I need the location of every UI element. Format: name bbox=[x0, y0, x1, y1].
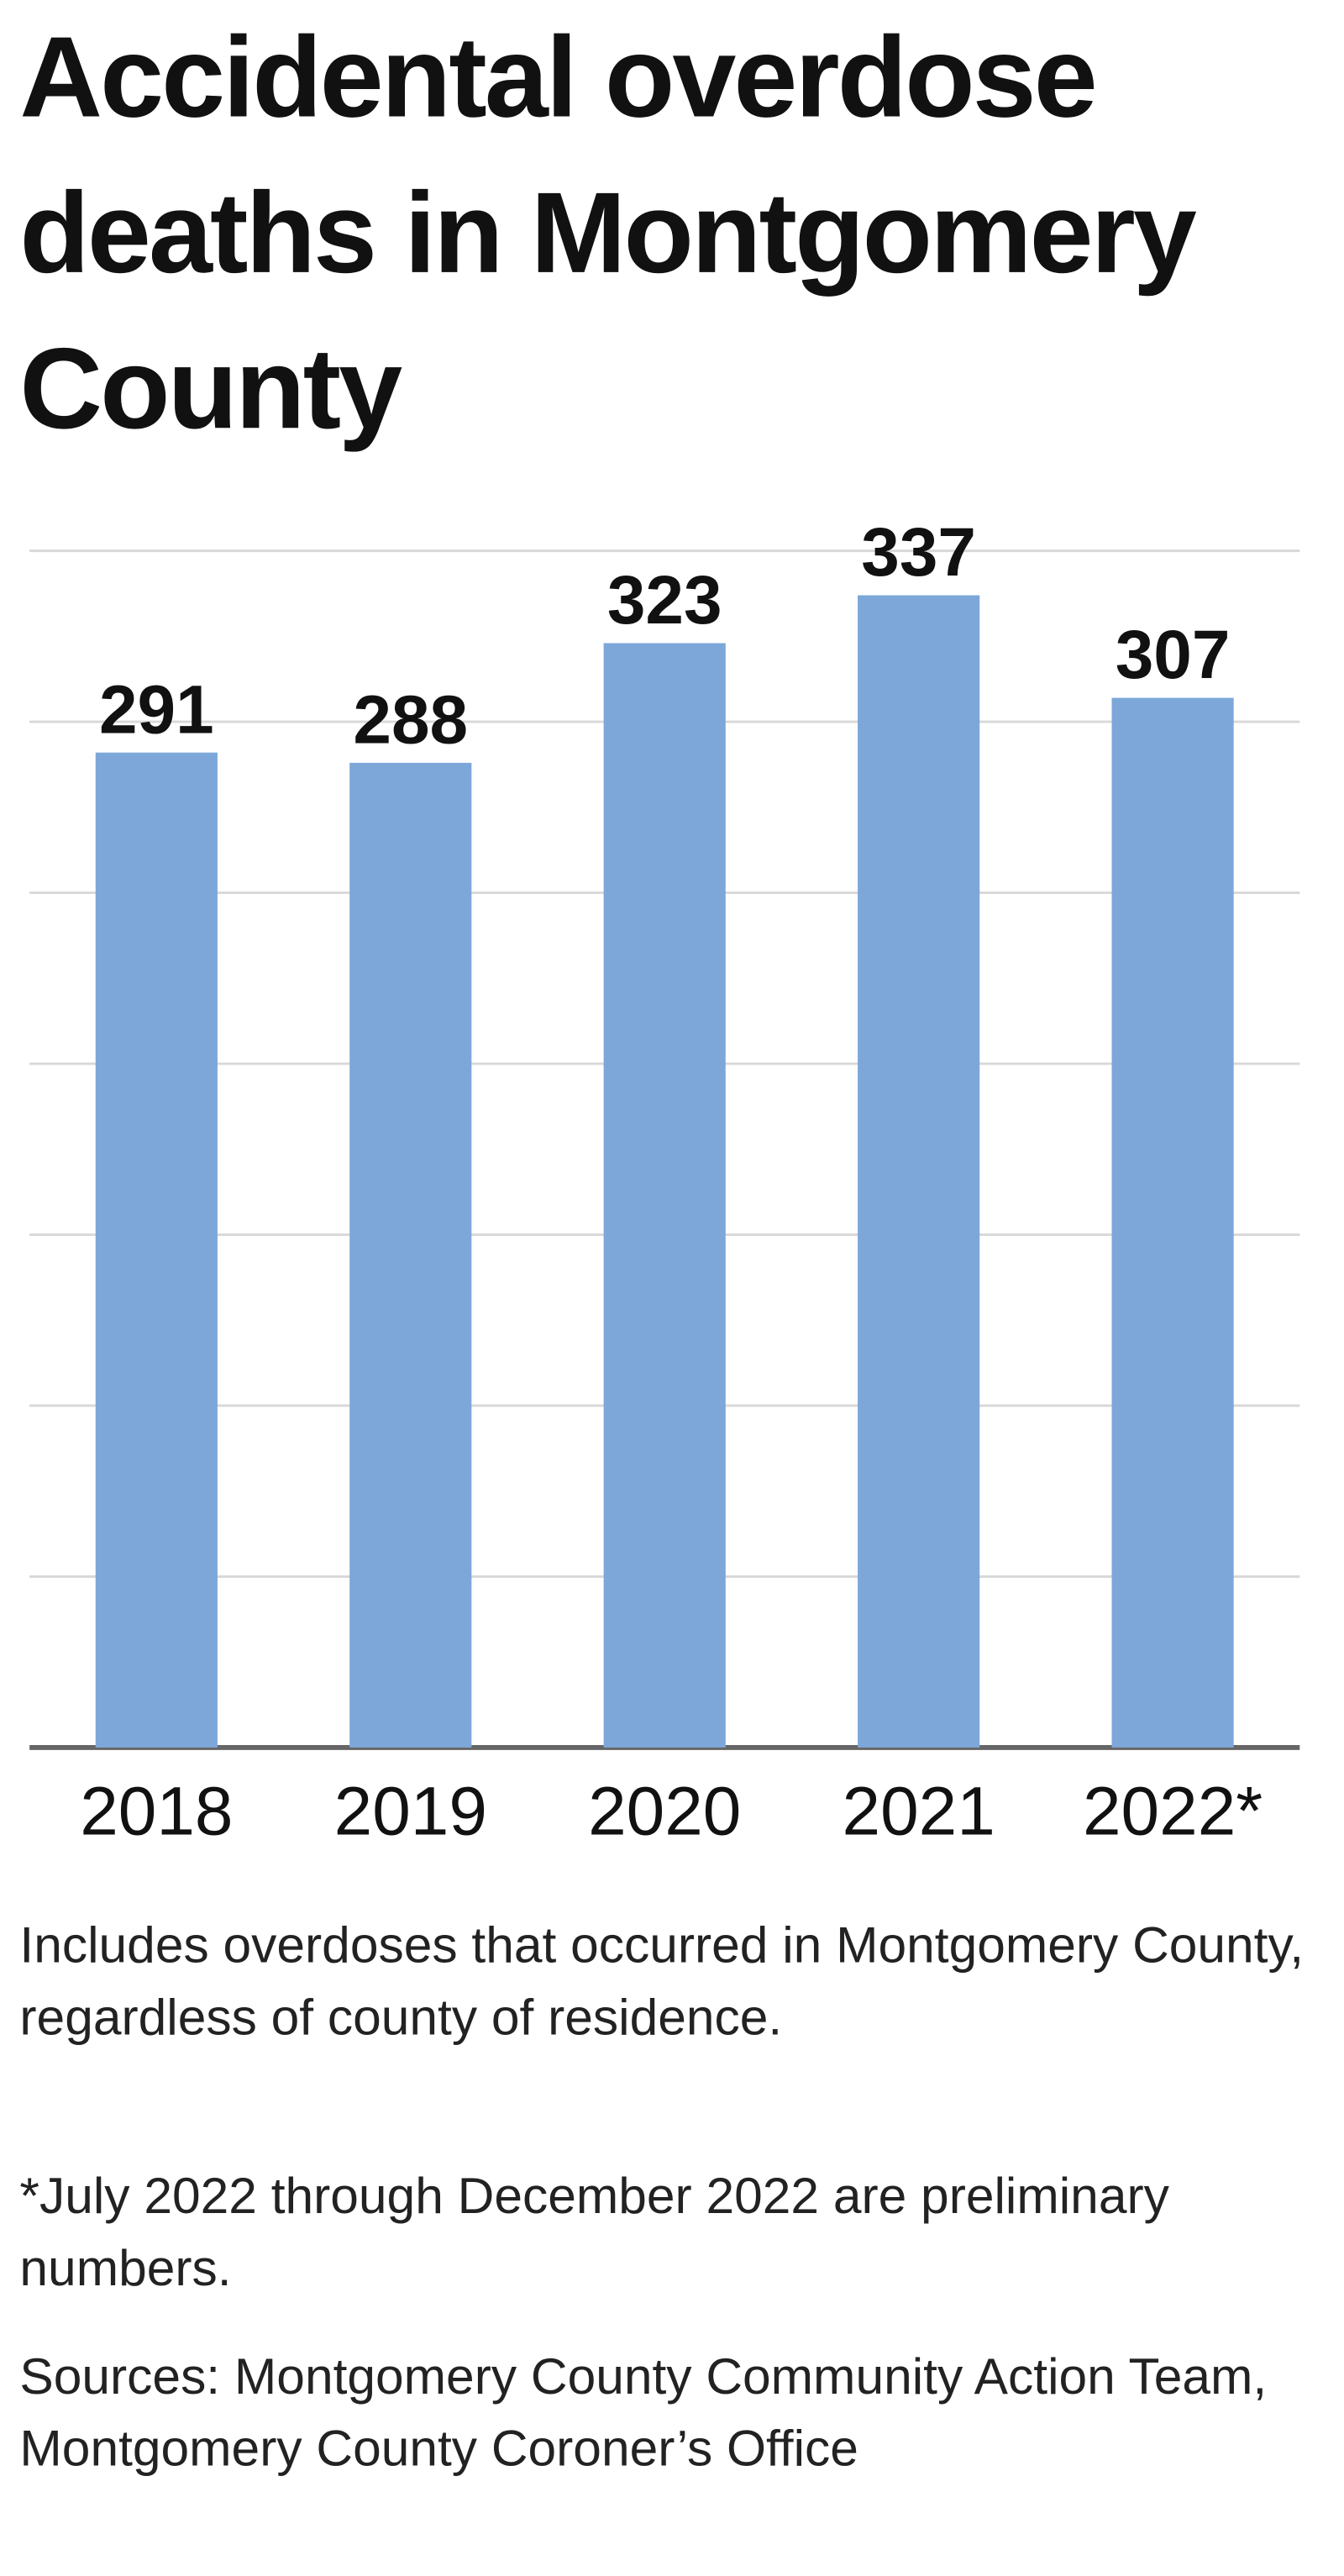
bar bbox=[1111, 697, 1234, 1748]
value-label: 288 bbox=[353, 682, 468, 759]
note: *July 2022 through December 2022 are pre… bbox=[19, 2167, 1169, 2297]
chart: 291 2018 288 2019 323 2020 337 2021 307 2022* bbox=[29, 514, 1300, 1849]
value-label: 307 bbox=[1116, 617, 1231, 693]
source: Sources: Montgomery County Community Act… bbox=[19, 2347, 1268, 2478]
bar bbox=[349, 762, 472, 1748]
value-label: 323 bbox=[607, 562, 722, 639]
value-label: 291 bbox=[99, 671, 214, 748]
bar bbox=[95, 752, 218, 1748]
x-tick-label: 2021 bbox=[843, 1773, 995, 1849]
bar bbox=[603, 643, 726, 1748]
x-tick-label: 2019 bbox=[334, 1773, 487, 1849]
chart-title: Accidental overdose deaths in Montgomery… bbox=[19, 13, 1196, 453]
x-tick-label: 2022* bbox=[1083, 1773, 1263, 1849]
x-tick-label: 2020 bbox=[588, 1773, 741, 1849]
bar bbox=[858, 595, 980, 1748]
value-label: 337 bbox=[861, 514, 976, 591]
note: Includes overdoses that occurred in Mont… bbox=[19, 1916, 1305, 2047]
x-tick-label: 2018 bbox=[80, 1773, 233, 1849]
